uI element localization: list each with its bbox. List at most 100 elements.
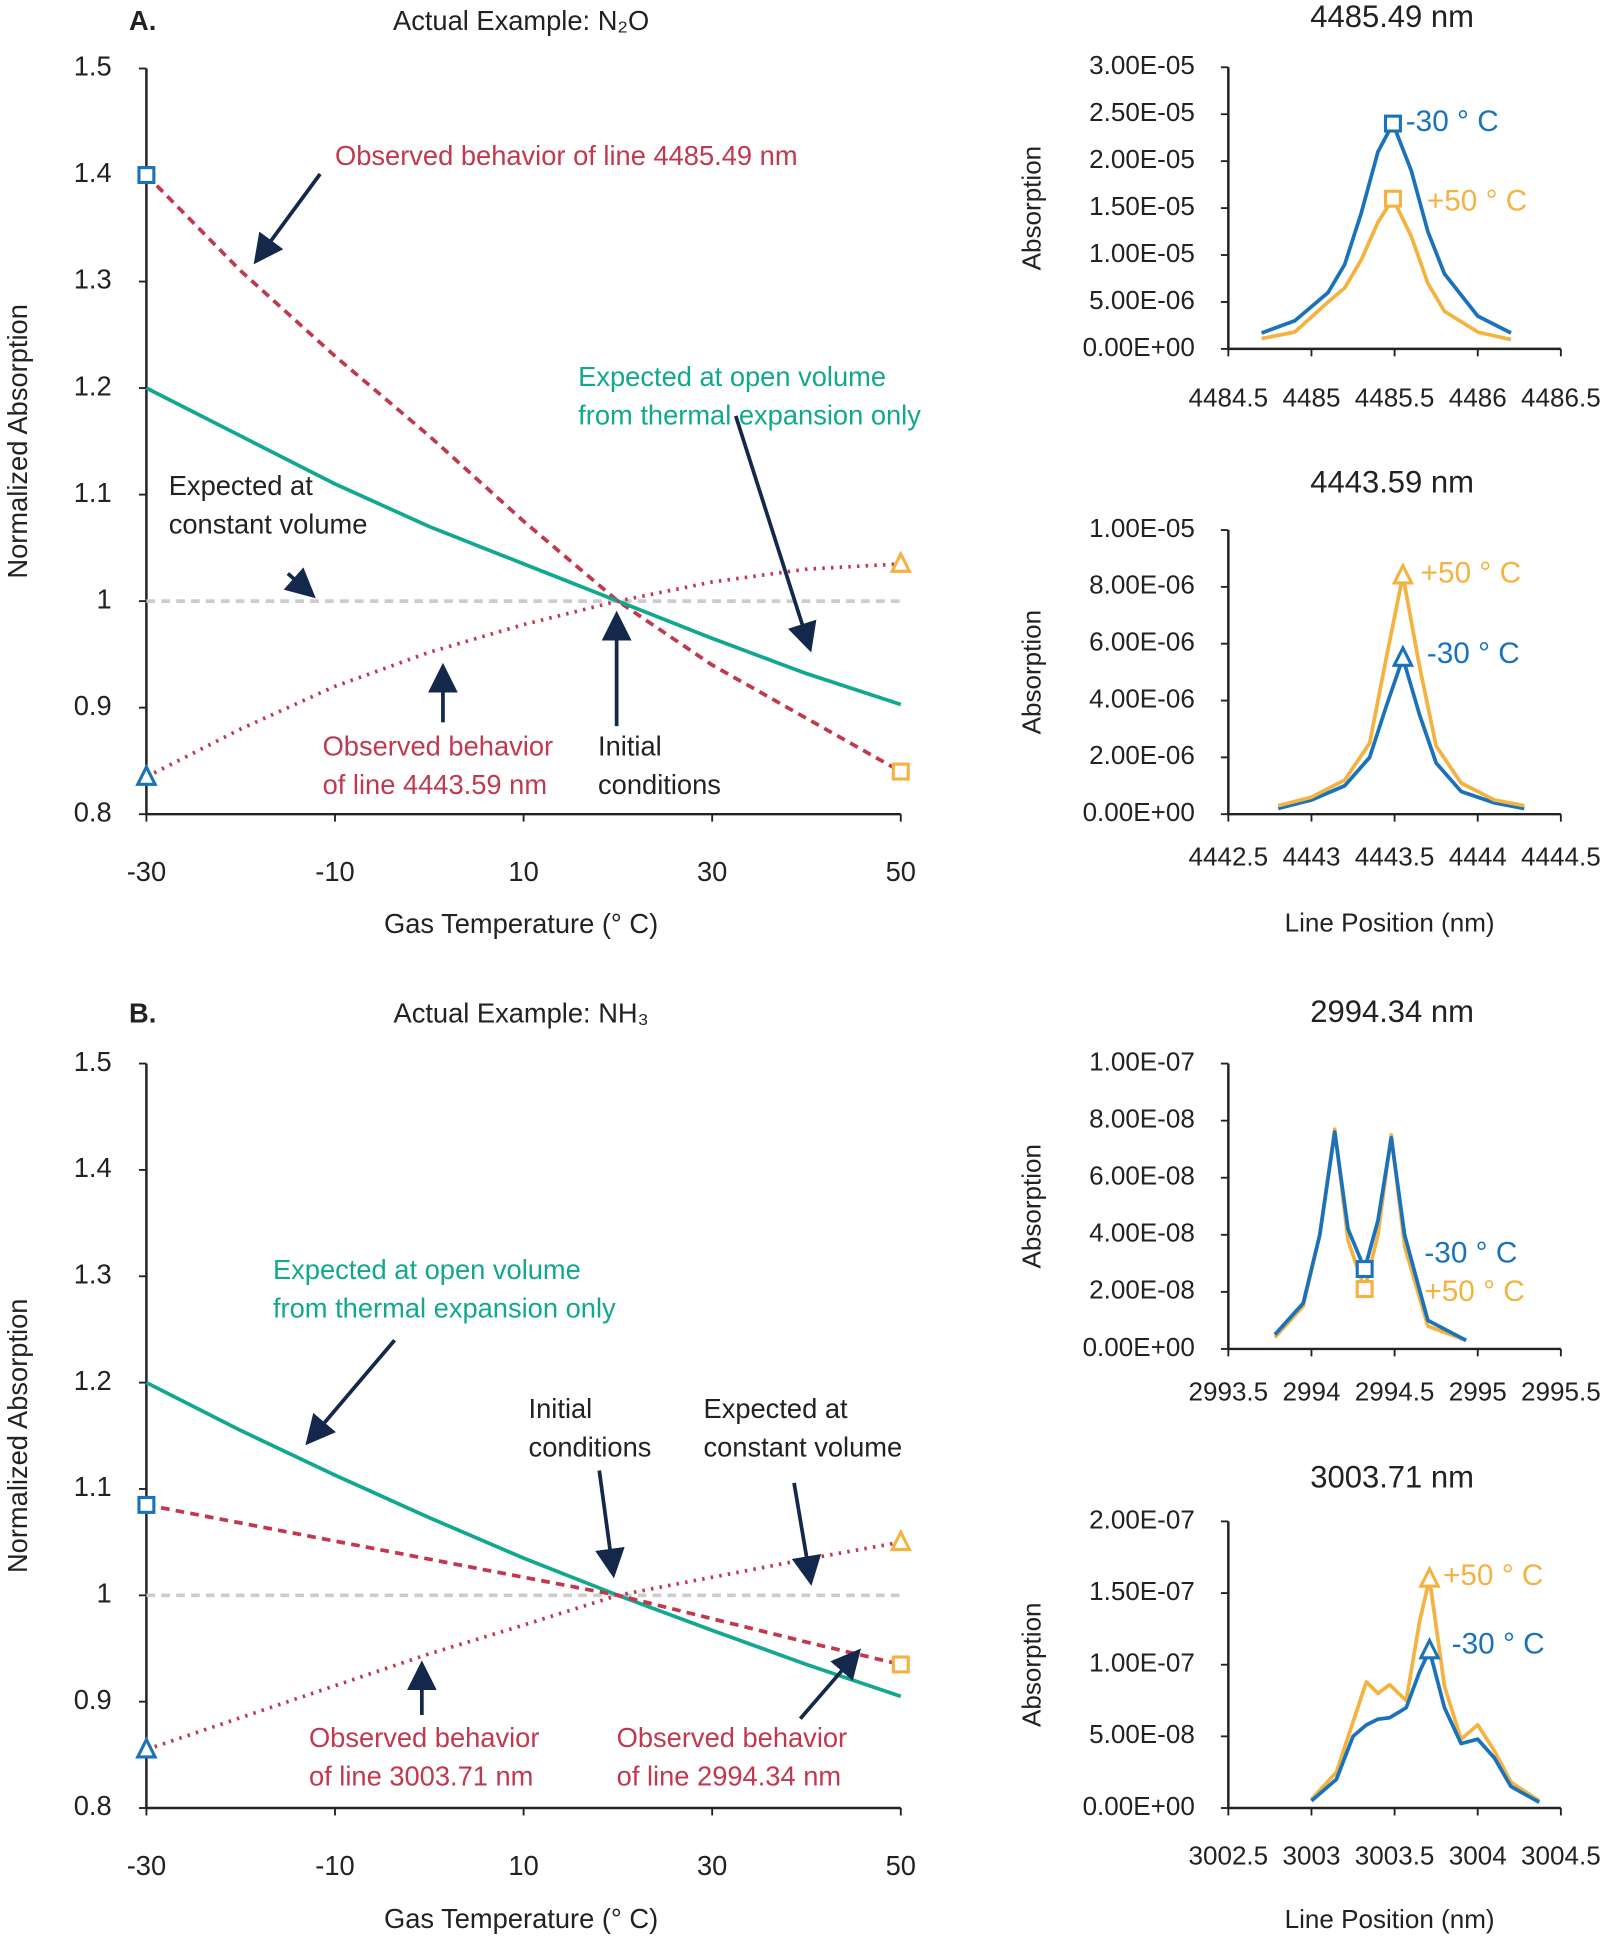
y-tick-label: 1.1 (74, 477, 112, 508)
marker (137, 1495, 156, 1514)
y-tick-label: 1.4 (74, 157, 112, 188)
y-tick-label: 5.00E-06 (1089, 285, 1195, 315)
series-label: +50 ° C (1424, 1275, 1524, 1308)
x-tick-label: 2995 (1449, 1376, 1507, 1406)
annotation: Expected at open volume (273, 1254, 581, 1285)
annotation: Expected at (704, 1393, 848, 1424)
y-tick-label: 0.8 (74, 796, 112, 827)
chart: A. Actual Example: N₂O Gas Temperature (° … (2, 5, 921, 939)
x-axis-label: Line Position (nm) (1285, 1904, 1495, 1934)
y-tick-label: 8.00E-06 (1089, 570, 1195, 600)
y-tick-label: 0.00E+00 (1083, 332, 1195, 362)
series-label: -30 ° C (1452, 1627, 1545, 1660)
arrow (733, 415, 817, 653)
y-tick-label: 1.4 (74, 1152, 112, 1183)
chart: 3003.71 nm Line Position (nm) Absorption 0.… (1016, 1459, 1600, 1933)
x-tick-label: 50 (886, 856, 916, 887)
x-tick-label: 10 (508, 1850, 538, 1881)
y-tick-label: 2.50E-05 (1089, 97, 1195, 127)
x-tick-label: 50 (886, 1850, 916, 1881)
series-line (1310, 1648, 1541, 1804)
x-tick-label: -30 (127, 1850, 166, 1881)
x-tick-label: 4442.5 (1188, 842, 1268, 872)
x-tick-label: 2993.5 (1188, 1376, 1268, 1406)
arrow (595, 1470, 625, 1579)
x-tick-label: 4484.5 (1188, 383, 1268, 413)
chart: 2994.34 nm Absorption 0.00E+00 2.00E-08 4.00… (1016, 994, 1600, 1406)
x-tick-label: 30 (697, 856, 727, 887)
x-tick-label: -10 (315, 856, 354, 887)
x-axis-label: Gas Temperature (° C) (384, 908, 658, 939)
marker (1383, 114, 1402, 133)
arrow (305, 1339, 396, 1446)
chart-title: Actual Example: N₂O (393, 5, 649, 36)
x-axis-label: Gas Temperature (° C) (384, 1903, 658, 1934)
series-line (145, 173, 902, 774)
series-line (1277, 656, 1525, 811)
y-tick-label: 1.50E-07 (1089, 1576, 1195, 1606)
marker (891, 1655, 910, 1674)
series-label: -30 ° C (1424, 1237, 1517, 1270)
marker (1355, 1260, 1374, 1279)
y-tick-label: 2.00E-07 (1089, 1504, 1195, 1534)
y-tick-label: 1.5 (74, 1046, 112, 1077)
chart-title: 3003.71 nm (1310, 1459, 1474, 1494)
y-tick-label: 1.50E-05 (1089, 191, 1195, 221)
marker (1418, 1636, 1441, 1660)
annotation: constant volume (704, 1432, 903, 1463)
panel-label: B. (129, 997, 156, 1028)
arrow (791, 1482, 822, 1586)
chart: 4443.59 nm Line Position (nm) Absorption 0.… (1016, 464, 1600, 937)
annotation: of line 2994.34 nm (617, 1760, 841, 1791)
x-tick-label: 2994.5 (1355, 1376, 1435, 1406)
x-tick-label: 10 (508, 856, 538, 887)
annotation: from thermal expansion only (578, 399, 921, 430)
y-tick-label: 1 (96, 1578, 111, 1609)
x-tick-label: -10 (315, 1850, 354, 1881)
marker (1418, 1565, 1441, 1588)
marker (889, 1528, 912, 1552)
arrow (253, 172, 322, 265)
series-line (145, 561, 901, 779)
x-tick-label: 30 (697, 1850, 727, 1881)
series-line (145, 386, 902, 707)
annotation: constant volume (169, 509, 368, 540)
x-axis-label: Line Position (nm) (1285, 907, 1495, 937)
marker (135, 763, 158, 786)
marker (1391, 562, 1415, 585)
y-tick-label: 2.00E-05 (1089, 144, 1195, 174)
y-tick-label: 0.00E+00 (1083, 1332, 1195, 1362)
series-line (1260, 121, 1512, 335)
x-tick-label: 3004.5 (1521, 1841, 1601, 1871)
panel-label: A. (129, 5, 156, 36)
marker (1355, 1280, 1374, 1299)
series-line (1261, 196, 1512, 342)
x-tick-label: 4486.5 (1521, 383, 1601, 413)
annotation: Expected at open volume (578, 361, 886, 392)
chart: B. Actual Example: NH₃ Gas Temperature (° … (2, 997, 916, 1934)
y-tick-label: 1.1 (74, 1471, 112, 1502)
x-tick-label: 4485 (1282, 383, 1340, 413)
marker (889, 550, 912, 573)
y-axis-label: Absorption (1016, 1602, 1046, 1727)
y-axis-label: Normalized Absorption (2, 304, 33, 578)
annotation: from thermal expansion only (273, 1293, 616, 1324)
y-tick-label: 1.00E-07 (1089, 1046, 1195, 1076)
series-label: -30 ° C (1406, 105, 1499, 138)
x-tick-label: 3002.5 (1188, 1841, 1268, 1871)
series-line (1277, 573, 1525, 808)
y-axis-label: Absorption (1016, 1144, 1046, 1269)
y-tick-label: 5.00E-08 (1089, 1719, 1195, 1749)
y-tick-label: 1.5 (74, 51, 112, 82)
chart-title: 4443.59 nm (1310, 464, 1474, 499)
arrows (253, 172, 861, 1720)
series-label: +50 ° C (1443, 1559, 1543, 1592)
series-line (145, 1380, 902, 1699)
x-tick-label: 4485.5 (1355, 383, 1435, 413)
x-tick-label: 3003.5 (1355, 1841, 1435, 1871)
y-tick-label: 1.3 (74, 264, 112, 295)
y-tick-label: 4.00E-08 (1089, 1218, 1195, 1248)
y-tick-label: 2.00E-08 (1089, 1275, 1195, 1305)
arrow (283, 567, 316, 599)
